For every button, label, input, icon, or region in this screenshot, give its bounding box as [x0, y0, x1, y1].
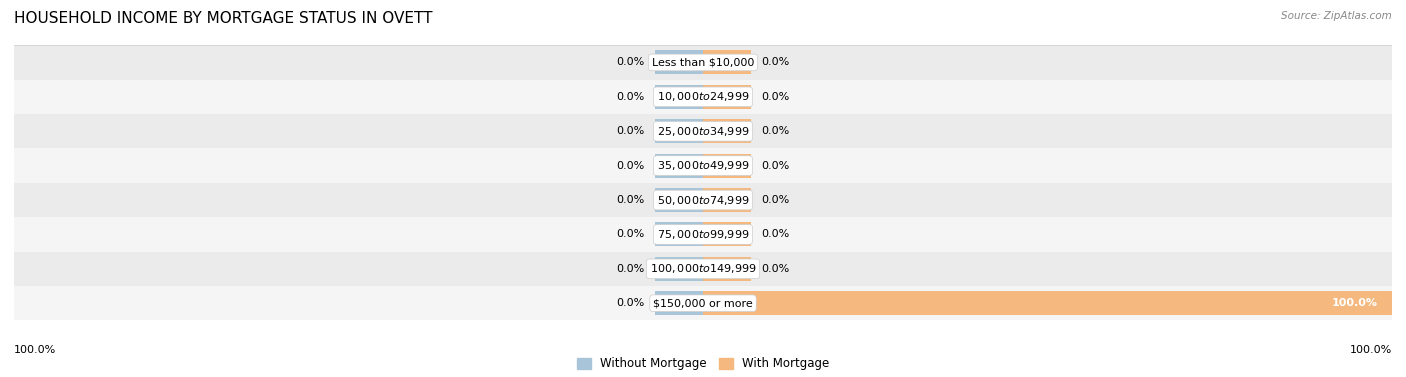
- Text: $50,000 to $74,999: $50,000 to $74,999: [657, 193, 749, 207]
- Text: $10,000 to $24,999: $10,000 to $24,999: [657, 90, 749, 103]
- Text: Source: ZipAtlas.com: Source: ZipAtlas.com: [1281, 11, 1392, 21]
- Bar: [14, 80, 1392, 114]
- Text: Less than $10,000: Less than $10,000: [652, 57, 754, 67]
- Bar: [655, 257, 703, 281]
- Bar: [655, 153, 703, 178]
- Bar: [655, 222, 703, 247]
- Legend: Without Mortgage, With Mortgage: Without Mortgage, With Mortgage: [572, 352, 834, 375]
- Bar: [655, 188, 703, 212]
- Text: HOUSEHOLD INCOME BY MORTGAGE STATUS IN OVETT: HOUSEHOLD INCOME BY MORTGAGE STATUS IN O…: [14, 11, 433, 26]
- Bar: [703, 51, 751, 75]
- Bar: [703, 222, 751, 247]
- Bar: [703, 85, 751, 109]
- Text: 100.0%: 100.0%: [14, 345, 56, 354]
- Text: 0.0%: 0.0%: [616, 195, 644, 205]
- Text: $150,000 or more: $150,000 or more: [654, 298, 752, 308]
- Text: 0.0%: 0.0%: [762, 195, 790, 205]
- Text: 0.0%: 0.0%: [616, 230, 644, 239]
- Text: 0.0%: 0.0%: [762, 230, 790, 239]
- Text: 0.0%: 0.0%: [616, 264, 644, 274]
- Text: 0.0%: 0.0%: [762, 264, 790, 274]
- Text: 0.0%: 0.0%: [762, 57, 790, 67]
- Text: 100.0%: 100.0%: [1350, 345, 1392, 354]
- Bar: [14, 114, 1392, 149]
- Bar: [703, 188, 751, 212]
- Bar: [14, 45, 1392, 80]
- Bar: [655, 119, 703, 143]
- Text: 0.0%: 0.0%: [762, 92, 790, 102]
- Text: $75,000 to $99,999: $75,000 to $99,999: [657, 228, 749, 241]
- Text: 0.0%: 0.0%: [616, 298, 644, 308]
- Bar: [14, 217, 1392, 252]
- Bar: [14, 286, 1392, 320]
- Bar: [703, 291, 1392, 315]
- Bar: [14, 149, 1392, 183]
- Bar: [703, 119, 751, 143]
- Bar: [703, 257, 751, 281]
- Bar: [14, 252, 1392, 286]
- Text: 100.0%: 100.0%: [1331, 298, 1378, 308]
- Bar: [655, 51, 703, 75]
- Text: 0.0%: 0.0%: [616, 92, 644, 102]
- Bar: [655, 85, 703, 109]
- Text: $25,000 to $34,999: $25,000 to $34,999: [657, 125, 749, 138]
- Text: 0.0%: 0.0%: [762, 161, 790, 171]
- Text: 0.0%: 0.0%: [616, 126, 644, 136]
- Bar: [703, 153, 751, 178]
- Text: 0.0%: 0.0%: [616, 57, 644, 67]
- Bar: [14, 183, 1392, 217]
- Bar: [655, 291, 703, 315]
- Text: $100,000 to $149,999: $100,000 to $149,999: [650, 262, 756, 275]
- Text: 0.0%: 0.0%: [616, 161, 644, 171]
- Text: 0.0%: 0.0%: [762, 126, 790, 136]
- Text: $35,000 to $49,999: $35,000 to $49,999: [657, 159, 749, 172]
